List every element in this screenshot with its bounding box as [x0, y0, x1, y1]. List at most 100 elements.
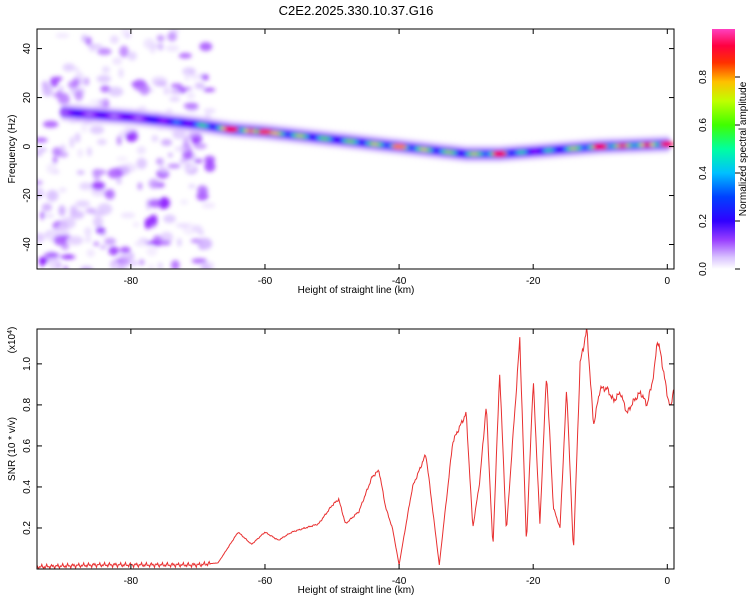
snr-x-tick-label: 0 — [665, 576, 671, 587]
heatmap-noise-cell — [184, 69, 190, 82]
heatmap-noise-cell — [48, 260, 62, 269]
snr-y-tick-label: 0.8 — [22, 398, 33, 412]
heatmap-noise-cell — [149, 214, 158, 225]
heatmap-noise-cell — [80, 121, 88, 133]
heatmap-noise-cell — [74, 132, 81, 143]
spectrogram-x-ticks: -80 -60 -40 -20 0 — [124, 29, 671, 287]
snr-x-tick-label: -80 — [124, 576, 139, 587]
heatmap-noise-cell — [69, 136, 75, 149]
heatmap-noise-cell — [145, 240, 160, 245]
heatmap-noise-cell — [137, 182, 143, 190]
heatmap-noise-cell — [193, 158, 203, 164]
snr-y-tick-label: 0.2 — [22, 521, 33, 535]
heatmap-noise-cell — [120, 212, 136, 219]
colorbar-ticks: 0.0 0.2 0.4 0.6 0.8 — [698, 70, 740, 276]
heatmap-noise-cell — [66, 254, 72, 259]
spectrogram-y-tick-label: -40 — [22, 237, 33, 252]
spectrogram-heatmap — [37, 29, 674, 269]
heatmap-noise-cell — [133, 221, 140, 228]
heatmap-noise-cell — [37, 137, 48, 143]
heatmap-noise-cell — [119, 130, 126, 139]
heatmap-noise-cell — [93, 241, 100, 247]
spectrogram-y-tick-label: -20 — [22, 188, 33, 203]
heatmap-noise-cell — [204, 161, 216, 172]
heatmap-noise-cell — [157, 262, 164, 269]
heatmap-noise-cell — [178, 52, 192, 59]
colorbar-tick-label: 0.2 — [698, 214, 709, 228]
snr-y-tick-label: 0.6 — [22, 439, 33, 453]
heatmap-noise-cell — [125, 32, 131, 39]
colorbar-label: Normalized spectral amplitude — [738, 81, 749, 216]
heatmap-noise-cell — [96, 75, 112, 82]
spectrogram-y-tick-label: 40 — [22, 43, 33, 55]
heatmap-noise-cell — [158, 42, 164, 51]
heatmap-noise-cell — [202, 74, 209, 81]
heatmap-noise-cell — [191, 135, 199, 145]
heatmap-noise-cell — [116, 178, 122, 185]
heatmap-noise-cell — [58, 205, 66, 217]
heatmap-noise-cell — [56, 224, 66, 236]
spectrogram-y-tick-label: 0 — [22, 143, 33, 149]
heatmap-noise-cell — [118, 67, 124, 79]
heatmap-noise-cell — [101, 66, 110, 74]
heatmap-noise-cell — [90, 187, 107, 197]
colorbar-tick-label: 0.0 — [698, 262, 709, 276]
heatmap-noise-cell — [148, 178, 160, 189]
heatmap-noise-cell — [147, 263, 155, 269]
spectrogram-x-tick-label: 0 — [665, 276, 671, 287]
heatmap-noise-cell — [119, 45, 129, 58]
heatmap-noise-cell — [80, 265, 93, 269]
heatmap-noise-cell — [49, 76, 59, 88]
heatmap-noise-cell — [148, 199, 163, 208]
heatmap-noise-cell — [186, 91, 196, 100]
heatmap-noise-cell — [97, 203, 113, 215]
heatmap-peak — [392, 144, 407, 150]
heatmap-noise-cell — [109, 35, 119, 44]
heatmap-noise-cell — [59, 85, 64, 92]
heatmap-noise-cell — [37, 187, 45, 200]
spectrogram-x-tick-label: -20 — [526, 276, 541, 287]
colorbar-tick-label: 0.6 — [698, 118, 709, 132]
heatmap-noise-cell — [76, 170, 85, 175]
heatmap-noise-cell — [85, 207, 97, 214]
heatmap-noise-cell — [192, 225, 203, 233]
heatmap-noise-cell — [75, 200, 91, 208]
heatmap-noise-cell — [170, 259, 180, 269]
heatmap-peak — [224, 126, 239, 132]
snr-y-tick-label: 1.0 — [22, 356, 33, 370]
heatmap-noise-cell — [43, 252, 60, 258]
snr-panel: -80 -60 -40 -20 0 0.2 0.4 0.6 0.8 1.0 Height of … — [7, 327, 675, 596]
snr-y-tick-label: 0.4 — [22, 480, 33, 494]
heatmap-noise-cell — [67, 235, 84, 246]
spectrogram-x-tick-label: -80 — [124, 276, 139, 287]
heatmap-noise-cell — [160, 138, 173, 146]
heatmap-noise-cell — [96, 138, 107, 146]
heatmap-noise-cell — [105, 188, 116, 200]
heatmap-noise-cell — [46, 163, 58, 174]
heatmap-noise-cell — [159, 158, 164, 170]
heatmap-noise-cell — [157, 240, 172, 246]
heatmap-noise-cell — [92, 216, 104, 228]
chart-title: C2E2.2025.330.10.37.G16 — [279, 3, 434, 18]
heatmap-noise-cell — [158, 197, 169, 210]
heatmap-noise-cell — [136, 157, 147, 170]
heatmap-noise-cell — [128, 252, 135, 261]
heatmap-noise-cell — [197, 237, 213, 250]
spectrogram-y-ticks: 40 20 0 -20 -40 — [22, 43, 674, 252]
heatmap-noise-cell — [163, 86, 170, 96]
heatmap-noise-cell — [97, 47, 112, 56]
heatmap-noise-cell — [46, 189, 59, 202]
heatmap-noise-cell — [123, 126, 133, 133]
heatmap-noise-cell — [193, 142, 207, 150]
heatmap-noise-cell — [201, 202, 216, 209]
heatmap-noise-cell — [104, 237, 116, 246]
heatmap-noise-cell — [138, 259, 145, 266]
heatmap-noise-cell — [176, 237, 182, 247]
heatmap-noise-cell — [200, 264, 211, 269]
heatmap-noise-cell — [194, 82, 206, 90]
heatmap-noise-cell — [86, 249, 95, 258]
heatmap-noise-cell — [203, 108, 216, 114]
heatmap-noise-cell — [182, 136, 190, 149]
heatmap-noise-cell — [40, 211, 45, 220]
heatmap-noise-cell — [179, 157, 187, 164]
